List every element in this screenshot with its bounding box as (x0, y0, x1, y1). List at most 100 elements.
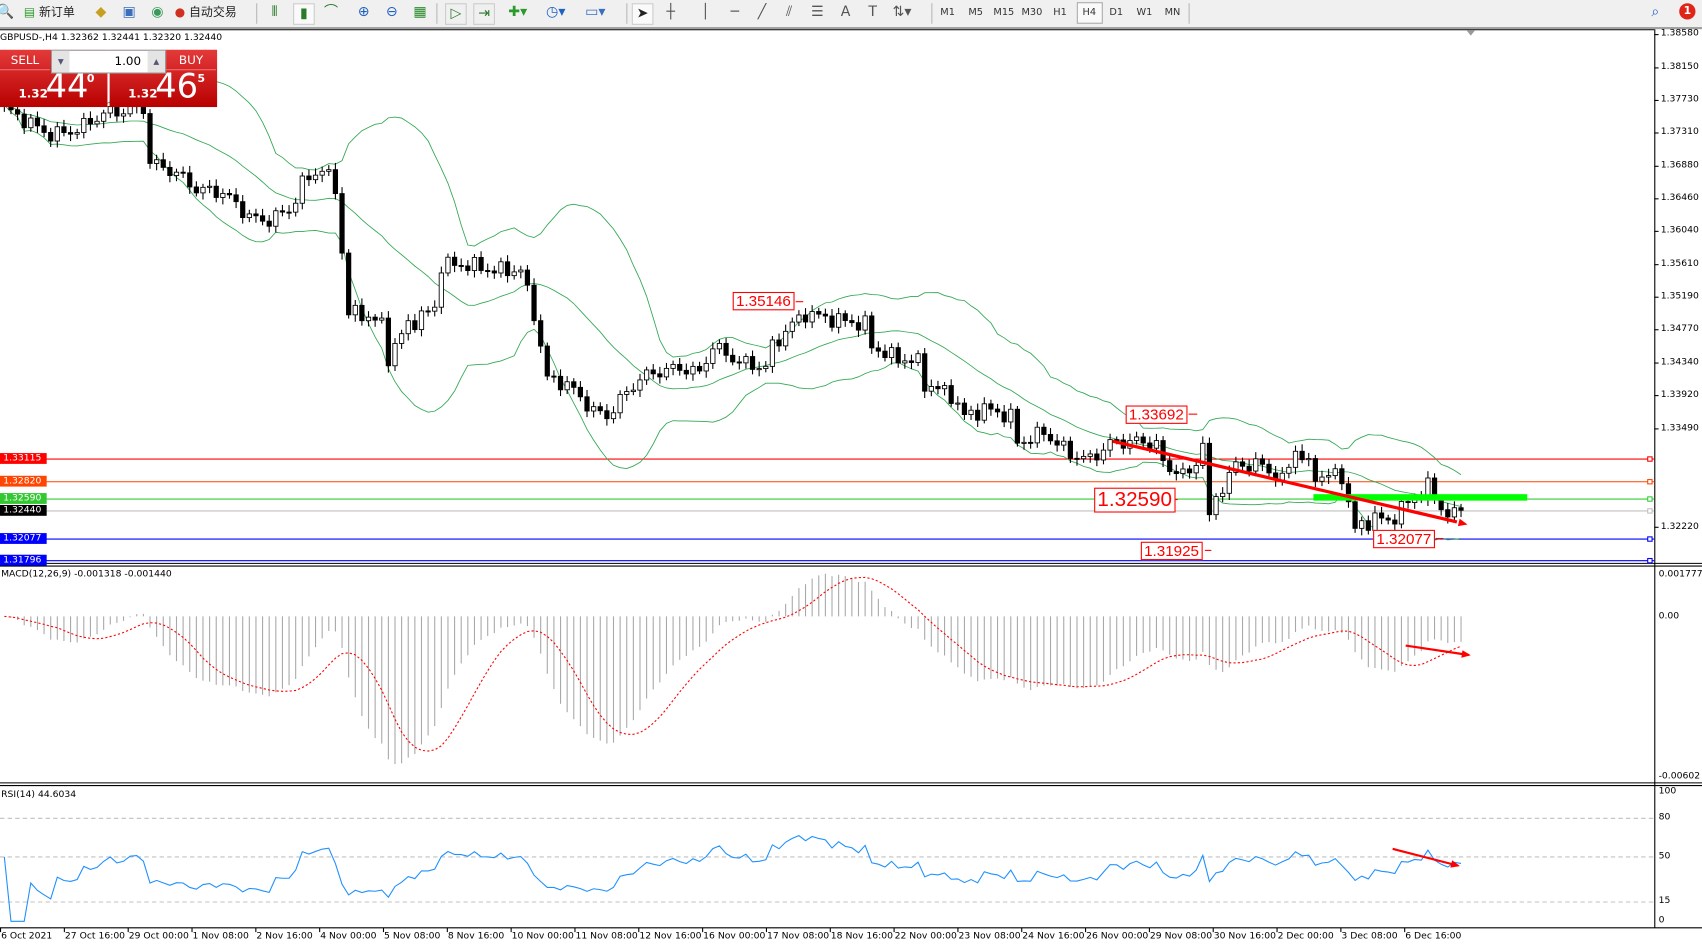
price-level-label: 1.31796 (0, 554, 47, 566)
price-annotation[interactable]: 1.35146 (732, 291, 795, 311)
timeframe-d1[interactable]: D1 (1109, 7, 1124, 19)
bullish-candle (783, 330, 789, 347)
text-label-icon[interactable]: T (868, 4, 878, 21)
auto-scroll-icon[interactable]: ▷ (445, 3, 467, 25)
bullish-candle (630, 389, 636, 392)
bullish-candle (644, 369, 650, 381)
bearish-candle (61, 126, 67, 133)
rsi-axis-label: 100 (1658, 786, 1677, 797)
trendline-icon[interactable]: ╱ (757, 4, 767, 21)
price-annotation[interactable]: 1.32077 (1373, 529, 1435, 549)
bullish-candle (1061, 440, 1067, 446)
price-tick-label: 1.36880 (1660, 159, 1699, 171)
candlestick-icon[interactable]: ▮ (293, 3, 315, 25)
chart-shift-icon[interactable]: ⇥ (473, 3, 495, 25)
price-annotation[interactable]: 1.32590 (1094, 487, 1176, 513)
text-icon[interactable]: A (840, 4, 851, 21)
bearish-candle (1239, 461, 1246, 467)
price-annotation[interactable]: 1.33692 (1125, 405, 1188, 424)
zoom-out-icon[interactable]: ⊖ (385, 4, 398, 21)
bullish-candle (246, 213, 252, 219)
bullish-candle (1306, 458, 1312, 461)
main-chart-layer (0, 79, 1655, 564)
market-watch-icon[interactable]: ▣ (122, 4, 136, 21)
timeframe-m5[interactable]: M5 (968, 7, 984, 19)
lot-increase-button[interactable]: ▲ (147, 50, 165, 73)
price-tick-label: 1.36460 (1660, 192, 1699, 204)
timeframe-h4[interactable]: H4 (1076, 2, 1103, 24)
bullish-candle (763, 365, 769, 370)
arrow-head-icon (1457, 518, 1468, 527)
bearish-candle (1001, 411, 1007, 423)
price-tick-label: 1.36040 (1660, 224, 1699, 236)
notification-badge[interactable]: 1 (1679, 3, 1696, 20)
indicators-icon[interactable]: ✚▾ (508, 4, 528, 21)
timeframe-m1[interactable]: M1 (940, 7, 955, 19)
search-icon[interactable]: 🔍 (0, 3, 15, 22)
bullish-candle (670, 363, 676, 369)
bearish-candle (538, 320, 544, 347)
bearish-candle (1067, 440, 1073, 459)
bearish-candle (1458, 507, 1464, 511)
bearish-candle (1259, 458, 1265, 465)
tile-windows-icon[interactable]: ▦ (413, 4, 427, 21)
bearish-candle (935, 386, 941, 390)
bullish-candle (438, 272, 444, 308)
time-axis-label: 4 Nov 00:00 (320, 931, 377, 942)
timeframe-m15[interactable]: M15 (993, 7, 1015, 19)
cursor-icon[interactable]: ➤ (631, 3, 654, 25)
bullish-candle (445, 256, 451, 274)
bearish-candle (922, 353, 928, 392)
time-axis-label: 23 Nov 08:00 (958, 931, 1021, 942)
bullish-candle (293, 202, 299, 213)
horizontal-line-icon[interactable]: ─ (730, 4, 740, 21)
fibo-channel-icon[interactable]: ⫽ (785, 4, 793, 21)
auto-trade-button[interactable]: ● 自动交易 (175, 3, 237, 22)
new-order-label: 新订单 (38, 5, 75, 20)
bearish-candle (584, 396, 590, 412)
periods-icon[interactable]: ◷▾ (546, 4, 566, 21)
lot-decrease-button[interactable]: ▼ (52, 50, 70, 73)
timeframe-mn[interactable]: MN (1164, 7, 1181, 19)
bullish-candle (1081, 455, 1087, 460)
arrows-icon[interactable]: ⇅▾ (892, 4, 912, 21)
timeframe-m30[interactable]: M30 (1021, 7, 1043, 19)
bullish-candle (352, 304, 358, 316)
bullish-candle (1213, 496, 1219, 516)
bullish-candle (127, 106, 133, 115)
trend-arrow (1112, 439, 1458, 524)
bearish-candle (577, 386, 584, 398)
price-tick-label: 1.32220 (1660, 520, 1699, 532)
bearish-candle (451, 256, 458, 266)
bullish-candle (564, 381, 570, 391)
fibo-retracement-icon[interactable]: ☰ (811, 4, 824, 21)
zoom-in-icon[interactable]: ⊕ (357, 4, 370, 21)
time-axis-label: 22 Nov 00:00 (894, 931, 957, 942)
rsi-axis-label: 15 (1658, 895, 1671, 907)
price-annotation[interactable]: 1.31925 (1140, 541, 1203, 561)
new-order-button[interactable]: ▤ 新订单 (24, 3, 75, 22)
time-axis-label: 10 Nov 00:00 (511, 931, 574, 942)
chart-canvas[interactable] (0, 27, 1702, 944)
templates-icon[interactable]: ▭▾ (585, 4, 606, 21)
macd-axis-label: -0.00602 (1658, 770, 1701, 782)
strategy-tester-icon[interactable]: ◆ (95, 4, 107, 21)
crosshair-icon[interactable]: ┼ (666, 4, 676, 21)
bullish-candle (915, 353, 921, 363)
timeframe-h1[interactable]: H1 (1053, 7, 1067, 19)
bullish-candle (1220, 492, 1226, 498)
timeframe-w1[interactable]: W1 (1136, 7, 1153, 19)
lot-size-input[interactable]: ▼ 1.00 ▲ (51, 49, 167, 74)
bullish-candle (756, 368, 762, 371)
chart-shift-marker-icon (1466, 30, 1476, 36)
bearish-candle (855, 322, 862, 331)
bar-chart-icon[interactable]: ⫴ (271, 4, 278, 21)
bearish-candle (1186, 468, 1193, 474)
line-chart-icon[interactable]: ⌒ (323, 4, 339, 21)
bullish-candle (955, 402, 961, 405)
signals-icon[interactable]: ◉ (151, 4, 164, 21)
bullish-candle (1100, 449, 1107, 461)
search-icon[interactable]: ⌕ (1651, 4, 1660, 21)
bullish-candle (1253, 458, 1259, 472)
vertical-line-icon[interactable]: │ (701, 4, 710, 21)
